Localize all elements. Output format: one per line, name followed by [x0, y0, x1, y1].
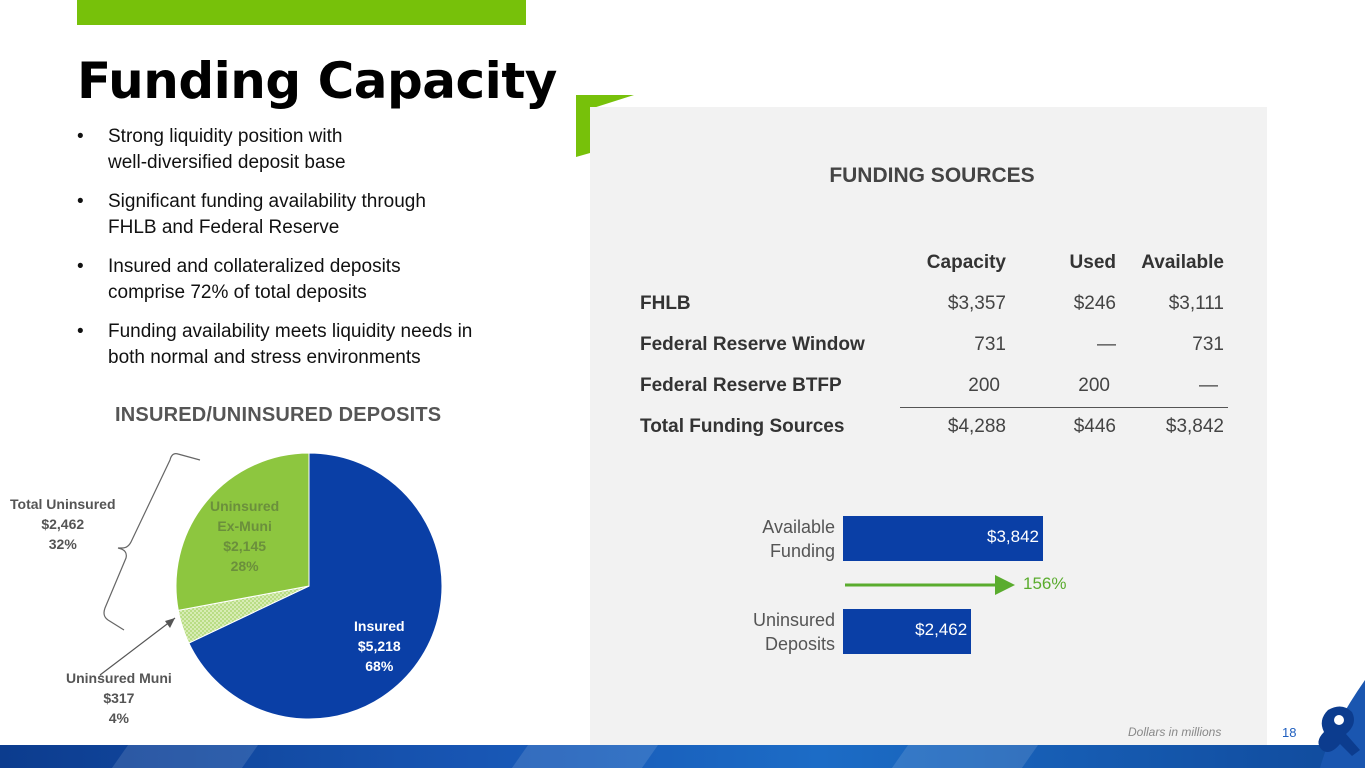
- bullet-item: • Significant funding availability throug…: [77, 189, 527, 241]
- deposits-pie-chart: [99, 452, 443, 720]
- table-header-row: Capacity Used Available: [640, 244, 1240, 285]
- total-uninsured-pct: 32%: [48, 536, 77, 552]
- row-label: FHLB: [640, 293, 691, 314]
- table-row: FHLB $3,357 $246 $3,111: [640, 285, 1240, 326]
- funding-bar-chart: Available Funding $3,842 156% Uninsured …: [590, 107, 1267, 747]
- muni-pointer-arrowhead: [165, 618, 175, 628]
- total-uninsured-bracket: [103, 453, 201, 631]
- cell-available: $3,111: [1168, 293, 1224, 314]
- footnote: Dollars in millions: [1128, 725, 1222, 739]
- funding-sources-table: Capacity Used Available FHLB $3,357 $246…: [640, 244, 1240, 449]
- ex-muni-name-line2: Ex-Muni: [217, 518, 272, 534]
- muni-amount: $317: [103, 690, 135, 706]
- col-header-capacity: Capacity: [926, 252, 1006, 273]
- bullet-line: comprise 72% of total deposits: [108, 282, 367, 303]
- funding-sources-title: FUNDING SOURCES: [829, 164, 1035, 187]
- bullet-line: Strong liquidity position with: [108, 126, 343, 147]
- bullet-item: • Funding availability meets liquidity ne…: [77, 319, 527, 371]
- total-uninsured-label: Total Uninsured $2,462 32%: [10, 494, 116, 554]
- funding-sources-panel: FUNDING SOURCES Capacity Used Available …: [590, 107, 1267, 747]
- bullet-line: Insured and collateralized deposits: [108, 256, 401, 277]
- cell-used: 200: [1078, 375, 1110, 396]
- cell-capacity: 200: [968, 375, 1000, 396]
- ex-muni-amount: $2,145: [223, 538, 267, 554]
- insured-pct: 68%: [365, 658, 394, 674]
- bullet-dot: •: [77, 191, 84, 212]
- row-label: Total Funding Sources: [640, 416, 845, 437]
- cell-available: 731: [1192, 334, 1224, 355]
- cell-used: —: [1097, 334, 1116, 355]
- cell-used: $246: [1073, 293, 1116, 314]
- ex-muni-name-line1: Uninsured: [210, 498, 280, 514]
- panel-corner-accent: [576, 95, 634, 157]
- cell-available: $3,842: [1165, 416, 1224, 437]
- bullet-dot: •: [77, 126, 84, 147]
- bullet-line: Funding availability meets liquidity nee…: [108, 321, 473, 342]
- ratio-arrow: [845, 575, 1015, 595]
- ex-muni-pct: 28%: [230, 558, 259, 574]
- insured-label: Insured $5,218 68%: [354, 616, 405, 676]
- top-accent-bar: [77, 0, 526, 25]
- row-label: Federal Reserve Window: [640, 334, 865, 355]
- bar-label-available: Available Funding: [730, 515, 835, 563]
- bar-available-funding: $3,842: [843, 516, 1043, 561]
- muni-pct: 4%: [108, 710, 129, 726]
- col-header-used: Used: [1069, 252, 1116, 273]
- bar-uninsured-deposits: $2,462: [843, 609, 972, 654]
- bullet-line: well-diversified deposit base: [108, 152, 346, 173]
- footer-band: [0, 745, 1365, 768]
- table-row: Federal Reserve BTFP 200 200 —: [640, 367, 1240, 408]
- ratio-arrow-head: [995, 575, 1015, 595]
- muni-pointer-arrow: [99, 617, 176, 676]
- bar-label-uninsured: Uninsured Deposits: [730, 608, 835, 656]
- cell-capacity: $4,288: [947, 416, 1006, 437]
- cell-used: $446: [1073, 416, 1116, 437]
- bar-value-label: $2,462: [915, 620, 968, 639]
- muni-name: Uninsured Muni: [66, 670, 172, 686]
- deposits-chart-title: INSURED/UNINSURED DEPOSITS: [115, 404, 442, 426]
- pie-slice-insured: [188, 452, 443, 720]
- pie-slice-uninsured-ex-muni: [175, 452, 310, 611]
- cell-available: —: [1199, 375, 1218, 396]
- bullet-item: • Insured and collateralized deposits comp…: [77, 254, 527, 306]
- row-label: Federal Reserve BTFP: [640, 375, 842, 396]
- total-uninsured-name: Total Uninsured: [10, 496, 116, 512]
- bullet-line: FHLB and Federal Reserve: [108, 217, 340, 238]
- cell-capacity: $3,357: [947, 293, 1006, 314]
- total-uninsured-amount: $2,462: [41, 516, 85, 532]
- uninsured-ex-muni-label: Uninsured Ex-Muni $2,145 28%: [210, 496, 279, 576]
- bullet-dot: •: [77, 256, 84, 277]
- bullet-list: • Strong liquidity position with well-dive…: [77, 124, 527, 384]
- bar-value-label: $3,842: [987, 527, 1039, 546]
- bullet-item: • Strong liquidity position with well-dive…: [77, 124, 527, 176]
- table-total-row: Total Funding Sources $4,288 $446 $3,842: [640, 408, 1240, 449]
- table-row: Federal Reserve Window 731 — 731: [640, 326, 1240, 367]
- ratio-percent-label: 156%: [1023, 574, 1067, 593]
- col-header-available: Available: [1141, 252, 1224, 273]
- bar-label-line: Deposits: [764, 634, 835, 654]
- bar-label-line: Available: [762, 517, 835, 537]
- bullet-line: Significant funding availability through: [108, 191, 426, 212]
- bullet-line: both normal and stress environments: [108, 347, 421, 368]
- cell-capacity: 731: [974, 334, 1006, 355]
- bar-label-line: Uninsured: [752, 610, 835, 630]
- uninsured-muni-label: Uninsured Muni $317 4%: [66, 668, 172, 728]
- page-title: Funding Capacity: [77, 52, 557, 110]
- page-number: 18: [1282, 725, 1297, 740]
- bar-label-line: Funding: [769, 541, 835, 561]
- bullet-dot: •: [77, 321, 84, 342]
- insured-amount: $5,218: [357, 638, 401, 654]
- insured-name: Insured: [354, 618, 405, 634]
- ampersand-logo: [1318, 680, 1365, 768]
